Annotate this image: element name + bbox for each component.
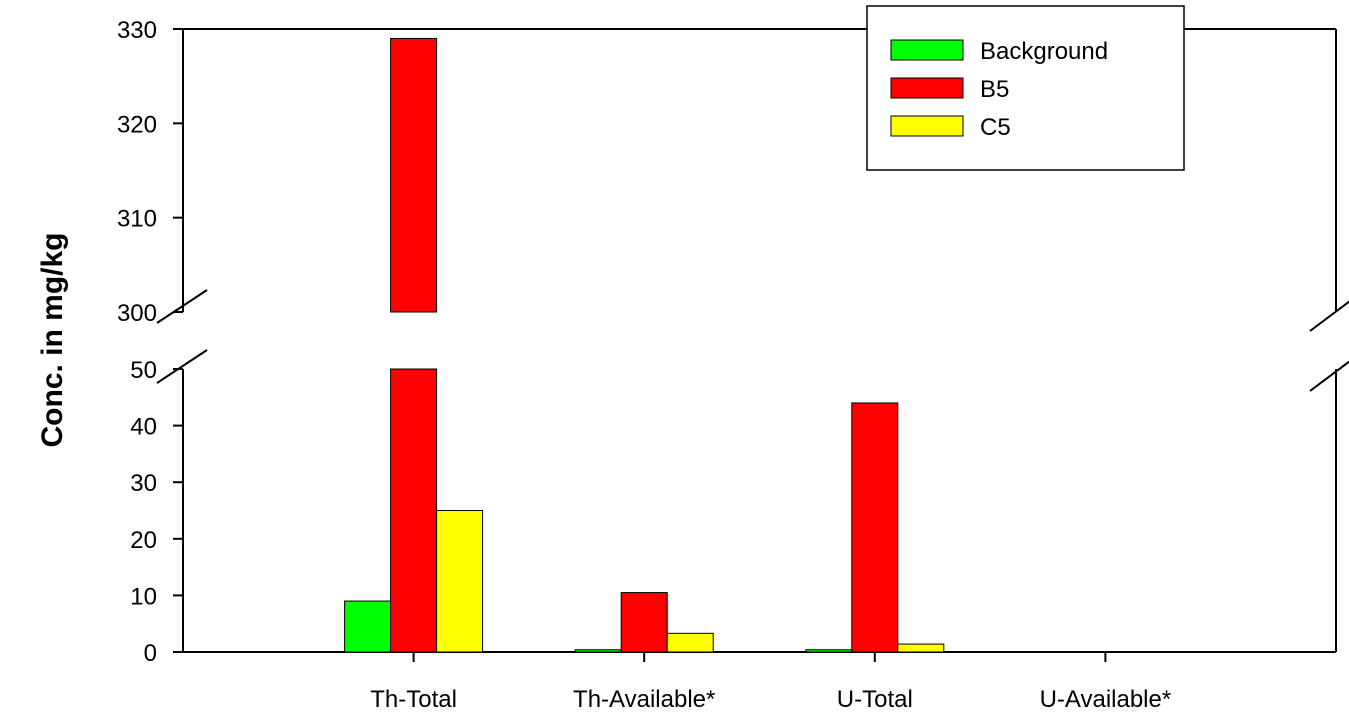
legend-swatch [890, 39, 964, 61]
legend-label: C5 [980, 114, 1011, 141]
bar-background-th-total [344, 600, 392, 653]
legend-label: B5 [980, 76, 1009, 103]
y-tick-label: 40 [130, 414, 157, 441]
legend-swatch [890, 77, 964, 99]
y-axis-ticks: 0 10 20 30 40 50 300 310 320 330 [117, 17, 183, 667]
x-axis-categories: Th-Total Th-Available* U-Total U-Available* [370, 652, 1171, 713]
legend: Background B5 C5 [866, 5, 1185, 171]
axis-break-slash [1309, 300, 1349, 332]
bar-background-u-total [805, 649, 853, 653]
y-axis-label: Conc. in mg/kg [36, 232, 69, 447]
y-tick-label: 0 [144, 640, 157, 667]
bars-group [344, 37, 945, 653]
y-tick-label: 20 [130, 527, 157, 554]
bar-c5-th-total [436, 510, 484, 653]
axis-break-slash [156, 289, 208, 324]
x-category-label: U-Total [837, 686, 913, 713]
x-category-label: U-Available* [1040, 686, 1172, 713]
bar-b5-u-total [851, 402, 899, 653]
y-tick-label: 50 [130, 357, 157, 384]
y-tick-label: 30 [130, 470, 157, 497]
axis-break-marks [156, 289, 1349, 392]
axis-break-slash [1309, 360, 1349, 392]
y-tick-label: 310 [117, 206, 157, 233]
y-tick-label: 320 [117, 111, 157, 138]
x-category-label: Th-Total [370, 686, 457, 713]
y-tick-label: 300 [117, 300, 157, 327]
bar-b5-th-total-upper [390, 37, 438, 313]
bar-c5-th-available- [666, 632, 714, 653]
legend-label: Background [980, 38, 1108, 65]
y-tick-label: 10 [130, 583, 157, 610]
bar-c5-u-total [897, 643, 945, 653]
bar-b5-th-total-lower [390, 368, 438, 653]
x-category-label: Th-Available* [573, 686, 715, 713]
legend-swatch [890, 115, 964, 137]
bar-b5-th-available- [620, 592, 668, 653]
axis-break-slash [156, 349, 208, 384]
bar-background-th-available- [574, 649, 622, 653]
y-tick-label: 330 [117, 17, 157, 44]
